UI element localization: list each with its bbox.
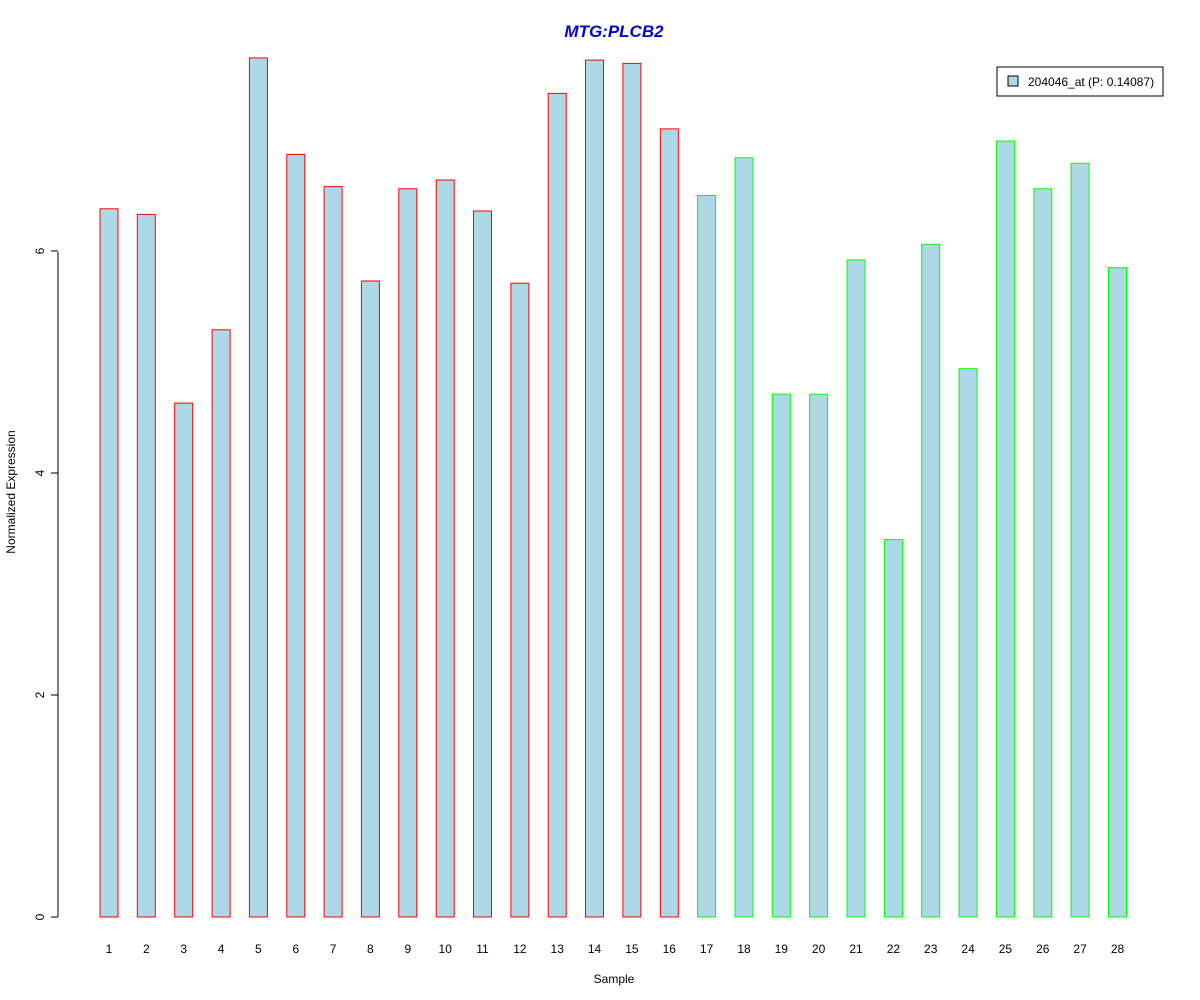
legend-label: 204046_at (P: 0.14087) — [1028, 75, 1154, 89]
legend-box — [996, 66, 1164, 97]
x-tick-label-1: 1 — [106, 942, 113, 956]
x-tick-label-6: 6 — [292, 942, 299, 956]
bar-sample-20 — [809, 393, 829, 918]
bar-sample-25 — [995, 140, 1015, 918]
chart-title: MTG:PLCB2 — [564, 22, 664, 41]
x-tick-label-14: 14 — [588, 942, 602, 956]
bar-sample-14 — [585, 59, 604, 918]
x-tick-label-21: 21 — [849, 942, 863, 956]
bar-sample-2 — [136, 213, 156, 918]
bar-sample-17 — [697, 195, 717, 918]
bar-sample-4 — [211, 329, 231, 918]
bar-sample-11 — [473, 210, 492, 918]
bar-sample-26 — [1033, 188, 1053, 918]
y-ticks-group: 0 2 4 6 — [33, 247, 58, 920]
bar-sample-10 — [435, 179, 455, 918]
x-tick-label-11: 11 — [476, 942, 489, 956]
x-tick-label-15: 15 — [625, 942, 639, 956]
y-tick-label-0: 0 — [33, 913, 47, 920]
bar-sample-8 — [360, 280, 380, 918]
x-tick-label-10: 10 — [439, 942, 453, 956]
x-tick-label-8: 8 — [367, 942, 374, 956]
x-tick-label-28: 28 — [1111, 942, 1125, 956]
bars-group — [99, 57, 1127, 918]
x-tick-label-5: 5 — [255, 942, 262, 956]
x-tick-label-22: 22 — [887, 942, 901, 956]
x-tick-label-18: 18 — [737, 942, 751, 956]
x-tick-label-27: 27 — [1073, 942, 1087, 956]
x-tick-label-16: 16 — [663, 942, 677, 956]
bar-sample-6 — [286, 153, 306, 918]
legend: 204046_at (P: 0.14087) — [996, 66, 1164, 97]
x-tick-label-12: 12 — [513, 942, 527, 956]
x-tick-label-24: 24 — [961, 942, 975, 956]
y-tick-label-4: 4 — [33, 469, 47, 476]
bar-sample-3 — [174, 402, 194, 918]
bar-sample-13 — [547, 92, 567, 918]
bar-sample-21 — [846, 259, 866, 918]
x-tick-label-3: 3 — [180, 942, 187, 956]
x-tick-label-19: 19 — [775, 942, 789, 956]
legend-swatch — [1007, 75, 1019, 87]
bar-sample-23 — [921, 243, 941, 918]
bar-sample-1 — [99, 208, 119, 918]
x-ticks-group: 1 2 3 4 5 6 7 8 9 10 11 12 13 14 15 16 17 18 19 20 21 22 23 24 2… — [106, 942, 1125, 956]
y-tick-label-6: 6 — [33, 247, 47, 254]
bar-sample-16 — [659, 128, 679, 918]
x-tick-label-17: 17 — [700, 942, 714, 956]
x-tick-label-13: 13 — [551, 942, 565, 956]
bar-sample-12 — [510, 282, 530, 918]
x-tick-label-9: 9 — [404, 942, 411, 956]
bar-sample-24 — [958, 368, 978, 918]
x-tick-label-4: 4 — [218, 942, 225, 956]
bar-sample-28 — [1108, 267, 1127, 918]
bar-sample-9 — [398, 188, 418, 918]
bar-sample-22 — [883, 539, 903, 918]
x-tick-label-25: 25 — [999, 942, 1013, 956]
bar-sample-7 — [323, 186, 343, 918]
bar-sample-15 — [622, 62, 642, 918]
bar-sample-5 — [248, 57, 268, 918]
x-tick-label-2: 2 — [143, 942, 150, 956]
y-tick-label-2: 2 — [33, 691, 47, 698]
x-tick-label-7: 7 — [330, 942, 337, 956]
x-tick-label-23: 23 — [924, 942, 938, 956]
y-axis-title: Normalized Expression — [4, 430, 18, 553]
x-tick-label-26: 26 — [1036, 942, 1050, 956]
x-axis-title: Sample — [594, 972, 635, 986]
bar-sample-19 — [771, 393, 791, 918]
bar-sample-18 — [734, 157, 754, 918]
x-tick-label-20: 20 — [812, 942, 826, 956]
bar-sample-27 — [1070, 162, 1090, 918]
